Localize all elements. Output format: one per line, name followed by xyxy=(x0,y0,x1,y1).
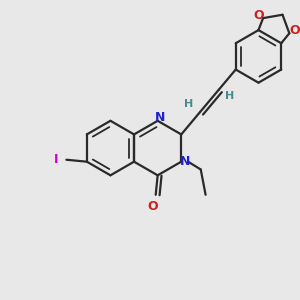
Text: O: O xyxy=(253,9,263,22)
Text: O: O xyxy=(289,24,299,37)
Text: H: H xyxy=(225,91,234,100)
Text: H: H xyxy=(184,99,193,109)
Text: N: N xyxy=(154,111,165,124)
Text: N: N xyxy=(180,155,190,168)
Text: I: I xyxy=(53,153,58,166)
Text: O: O xyxy=(148,200,158,213)
